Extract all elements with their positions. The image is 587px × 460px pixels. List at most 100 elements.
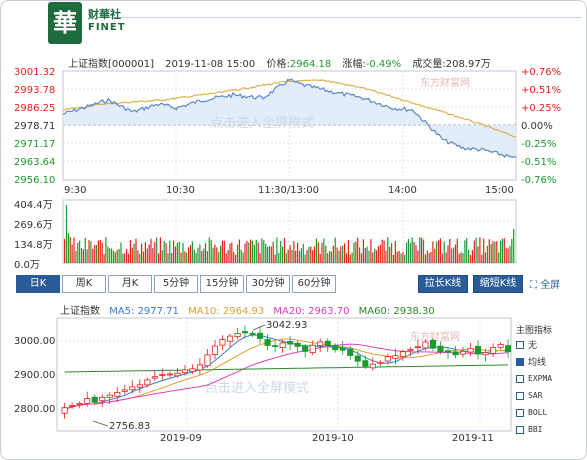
candle-body	[459, 350, 467, 355]
indicator-boll[interactable]: BOLL	[516, 405, 552, 420]
volume-bar	[492, 241, 494, 263]
change-field: 涨幅:-0.49%	[342, 59, 402, 70]
indicator-expma[interactable]: EXPMA	[516, 371, 552, 386]
volume-bar	[120, 242, 122, 263]
tab-monthly-k[interactable]: 月K	[108, 275, 152, 293]
volume-bar	[69, 237, 71, 263]
volume-bar	[80, 248, 83, 263]
indicator-bbi[interactable]: BBI	[516, 422, 552, 437]
checkbox-expma[interactable]	[516, 374, 524, 383]
volume-bar	[142, 251, 145, 263]
volume-bar	[135, 238, 137, 263]
time-tick-2: 10:30	[166, 185, 195, 196]
volume-bar	[422, 239, 425, 263]
volume-bar	[449, 239, 451, 263]
volume-bar	[240, 249, 242, 263]
volume-bar	[227, 250, 229, 263]
volume-bar	[458, 253, 460, 263]
volume-bar	[178, 241, 180, 263]
volume-bar	[443, 241, 445, 263]
volume-bar	[469, 254, 472, 263]
kline-price-tick-2: 2900.00	[14, 370, 56, 381]
candle-body	[204, 354, 211, 367]
indicator-ma-label: 均线	[528, 358, 547, 368]
volume-bar	[473, 240, 475, 263]
checkbox-bbi[interactable]	[516, 425, 524, 434]
checkbox-none[interactable]	[516, 340, 524, 349]
quote-info-bar: 上证指数[000001] 2019-11-08 15:00 价格:2964.18…	[68, 55, 499, 70]
pct-tick-5: -0.25%	[521, 139, 557, 150]
candle-body	[144, 379, 151, 386]
tab-15min[interactable]: 15分钟	[200, 275, 244, 293]
volume-bar	[310, 246, 312, 263]
candle-body	[91, 396, 98, 403]
volume-bar	[484, 252, 487, 263]
checkbox-ma[interactable]	[516, 357, 524, 366]
checkbox-boll[interactable]	[516, 408, 524, 417]
volume-bar	[317, 242, 319, 263]
fullscreen-button[interactable]: ⛶ 全屏	[530, 276, 560, 291]
intraday-chart[interactable]: 点击进入全屏模式 东方财富网	[0, 0, 587, 270]
tab-weekly-k[interactable]: 周K	[62, 275, 106, 293]
intraday-source-watermark: 东方财富网	[420, 76, 470, 89]
candle-body	[422, 341, 429, 349]
shrink-kline-button[interactable]: 缩短K线	[473, 275, 523, 293]
volume-bar	[417, 250, 419, 263]
indicator-none[interactable]: 无	[516, 337, 552, 352]
volume-bar	[411, 237, 413, 263]
time-tick-5: 15:00	[485, 185, 514, 196]
volume-bar	[438, 240, 440, 263]
volume-bar	[193, 249, 195, 263]
indicator-ma[interactable]: 均线	[516, 354, 552, 369]
volume-bar	[503, 238, 505, 263]
volume-bar	[436, 241, 438, 263]
volume-bar	[413, 242, 415, 263]
volume-bar	[263, 240, 265, 263]
indicator-sar[interactable]: SAR	[516, 388, 552, 403]
change-value: -0.49%	[365, 59, 402, 70]
stretch-kline-button[interactable]: 拉长K线	[418, 275, 468, 293]
tab-60min[interactable]: 60分钟	[292, 275, 336, 293]
checkbox-sar[interactable]	[516, 391, 524, 400]
volume-bar	[257, 242, 259, 263]
volume-bar	[77, 242, 79, 263]
candle-body	[392, 355, 399, 359]
volume-bar	[225, 253, 227, 263]
volume-bar	[379, 244, 381, 263]
price-tick-7: 2956.10	[14, 175, 56, 186]
price-field: 价格:2964.18	[266, 59, 332, 70]
price-tick-2: 2993.78	[14, 85, 56, 96]
volume-bar	[344, 243, 346, 263]
tab-daily-k[interactable]: 日K	[16, 275, 60, 293]
volume-bar	[139, 253, 141, 263]
expand-icon: ⛶	[530, 280, 537, 291]
tab-30min[interactable]: 30分钟	[246, 275, 290, 293]
finet-logo: 華	[48, 2, 82, 44]
volume-bar	[238, 239, 240, 263]
volume-bar	[342, 245, 344, 263]
volume-bar	[375, 250, 378, 263]
volume-bar	[116, 250, 118, 263]
volume-bar	[195, 252, 197, 263]
candle-body	[279, 342, 286, 348]
volume-bar	[447, 245, 449, 263]
volume-bar	[298, 250, 301, 263]
volume-bar	[210, 240, 212, 263]
price-tick-4: 2978.71	[14, 121, 56, 132]
kline-date-tick-2: 2019-10	[312, 433, 354, 444]
volume-bar	[144, 242, 146, 263]
price-tick-6: 2963.64	[14, 157, 56, 168]
volume-bar	[229, 243, 231, 263]
volume-bar	[360, 253, 363, 263]
candle-body	[61, 407, 68, 414]
candle-body	[437, 345, 444, 353]
brand-name-en: FINET	[88, 22, 126, 33]
volume-bar	[265, 243, 267, 263]
volume-bar	[498, 252, 500, 263]
indicator-bbi-label: BBI	[528, 425, 543, 434]
volume-bar	[67, 233, 69, 263]
volume-bar	[71, 244, 73, 263]
candle-body	[99, 396, 106, 402]
tab-5min[interactable]: 5分钟	[154, 275, 198, 293]
